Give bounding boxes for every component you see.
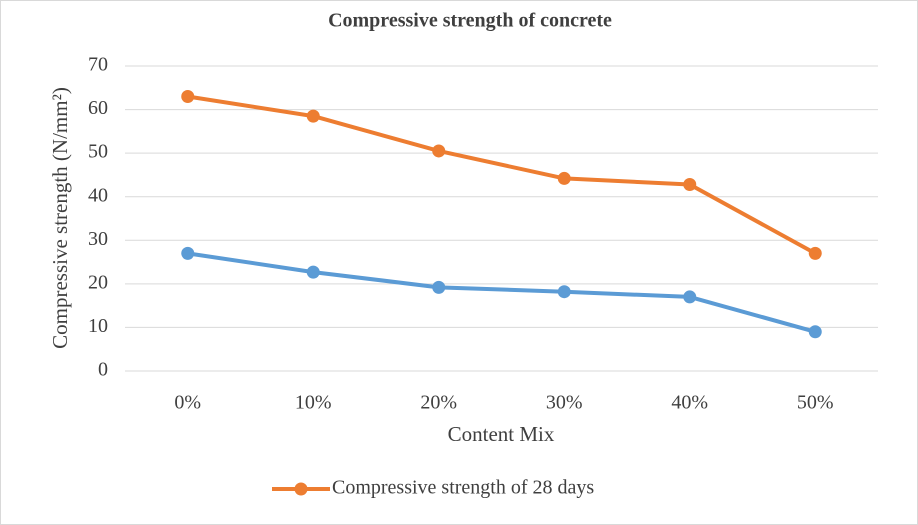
data-point xyxy=(808,325,822,339)
x-axis-label: Content Mix xyxy=(448,422,555,446)
data-point xyxy=(808,246,822,260)
series-line xyxy=(187,251,816,334)
x-tick-label: 30% xyxy=(546,392,583,414)
y-tick-label: 10 xyxy=(88,315,108,337)
y-tick-label: 0 xyxy=(98,359,108,381)
legend-label: Compressive strength of 28 days xyxy=(332,477,594,499)
y-axis-label: Compressive strength (N/mm²) xyxy=(48,87,72,349)
legend-marker xyxy=(294,482,308,496)
data-point xyxy=(306,109,320,123)
y-tick-label: 40 xyxy=(88,184,108,206)
x-tick-label: 0% xyxy=(174,392,201,414)
y-tick-label: 30 xyxy=(88,228,108,250)
y-tick-label: 50 xyxy=(88,141,108,163)
series-line xyxy=(187,94,817,256)
y-tick-label: 20 xyxy=(88,271,108,293)
data-point xyxy=(432,144,446,158)
y-tick-label: 60 xyxy=(88,97,108,119)
data-point xyxy=(432,280,446,294)
data-point xyxy=(181,90,195,103)
chart-title: Compressive strength of concrete xyxy=(328,10,612,32)
y-tick-label: 70 xyxy=(88,54,108,76)
data-point xyxy=(683,290,697,304)
data-point xyxy=(557,171,571,185)
x-tick-label: 40% xyxy=(671,392,708,414)
x-tick-label: 10% xyxy=(295,392,332,414)
data-point xyxy=(557,285,571,299)
data-point xyxy=(306,265,320,279)
data-point xyxy=(683,178,697,192)
x-tick-label: 50% xyxy=(797,392,834,414)
data-point xyxy=(181,246,195,260)
x-tick-label: 20% xyxy=(420,392,457,414)
